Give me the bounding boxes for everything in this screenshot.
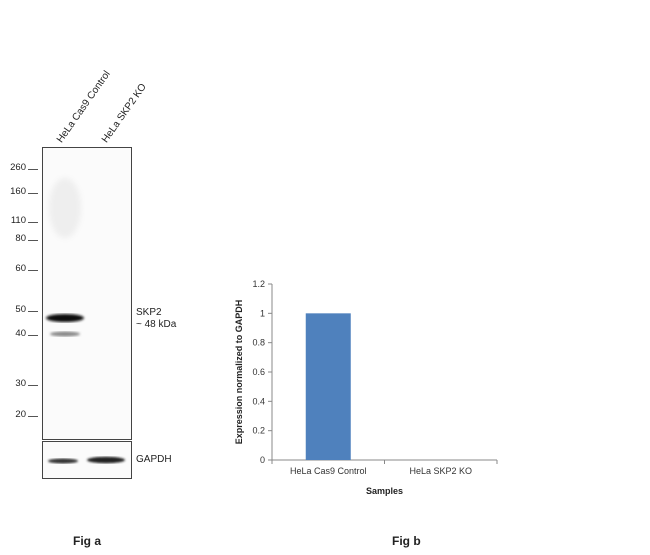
y-tick-label: 1 (260, 308, 265, 318)
blot-gapdh (42, 441, 132, 479)
marker-label: 110 (10, 215, 26, 226)
y-tick-label: 1.2 (252, 279, 265, 289)
marker-tick (28, 270, 38, 271)
marker-tick (28, 416, 38, 417)
blot-bands (46, 178, 127, 337)
skp2-name: SKP2 (136, 307, 162, 318)
x-axis-title: Samples (366, 486, 403, 496)
marker-tick (28, 169, 38, 170)
gapdh-band-control (48, 458, 78, 464)
skp2-annotation: SKP2 ~ 48 kDa (136, 307, 176, 331)
marker-tick (28, 311, 38, 312)
skp2-size: ~ 48 kDa (136, 319, 177, 330)
marker-tick (28, 240, 38, 241)
gapdh-band-ko (87, 456, 125, 464)
marker-label: 40 (15, 328, 26, 339)
y-tick-label: 0.4 (252, 396, 265, 406)
y-axis-title: Expression normalized to GAPDH (234, 300, 244, 445)
bar (305, 313, 351, 460)
gapdh-label: GAPDH (136, 454, 172, 465)
marker-tick (28, 222, 38, 223)
bar-chart: 0 0.2 0.4 0.6 0.8 1 1.2 HeLa Cas9 Control HeLa S… (234, 279, 498, 496)
marker-label: 80 (15, 233, 26, 244)
lane-label-ko: HeLa SKP2 KO (99, 81, 149, 145)
marker-label: 20 (15, 409, 26, 420)
marker-label: 50 (15, 304, 26, 315)
blot-main (42, 147, 132, 440)
x-tick-label: HeLa SKP2 KO (409, 466, 472, 476)
fig-a-label: Fig a (73, 534, 102, 548)
y-tick-label: 0.2 (252, 426, 265, 436)
y-tick-label: 0 (260, 455, 265, 465)
y-tick-label: 0.8 (252, 338, 265, 348)
x-tick-label: HeLa Cas9 Control (290, 466, 367, 476)
marker-tick (28, 193, 38, 194)
marker-label: 160 (10, 186, 26, 197)
skp2-band (46, 314, 84, 322)
marker-label: 260 (10, 162, 26, 173)
marker-tick (28, 335, 38, 336)
marker-tick (28, 385, 38, 386)
marker-label: 30 (15, 378, 26, 389)
fig-b-label: Fig b (392, 534, 421, 548)
marker-label: 60 (15, 263, 26, 274)
y-tick-label: 0.6 (252, 367, 265, 377)
